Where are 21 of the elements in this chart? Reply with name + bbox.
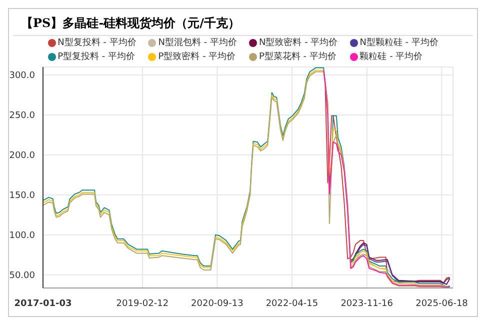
x-tick-label: 2017-01-03 xyxy=(14,299,72,309)
legend-label: P型致密料 - 平均价 xyxy=(158,50,236,63)
chart-title: 【PS】多晶硅-硅料现货均价（元/千克） xyxy=(13,9,473,36)
y-tick-label: 200.0 xyxy=(9,151,36,162)
legend-label: P型复投料 - 平均价 xyxy=(58,50,135,63)
y-tick-label: 250.0 xyxy=(9,111,36,122)
x-tick-label: 2022-04-15 xyxy=(266,299,318,309)
y-tick-label: 100.0 xyxy=(9,231,36,242)
legend-label: N型混包料 - 平均价 xyxy=(158,36,237,49)
legend-label: N型颗粒硅 - 平均价 xyxy=(360,36,438,49)
y-tick-label: 150.0 xyxy=(9,191,36,202)
legend-label: 颗粒硅 - 平均价 xyxy=(360,50,423,63)
legend-label: N型致密料 - 平均价 xyxy=(259,36,338,49)
legend-label: P型菜花料 - 平均价 xyxy=(259,50,336,63)
legend-label: N型复投料 - 平均价 xyxy=(58,36,136,49)
x-tick-label: 2019-02-12 xyxy=(116,299,169,309)
x-tick-label: 2020-09-13 xyxy=(191,299,244,309)
x-tick-label: 2023-11-16 xyxy=(340,299,394,309)
x-tick-label: 2025-06-18 xyxy=(416,299,468,309)
y-tick-label: 50.00 xyxy=(9,271,36,282)
y-tick-label: 300.0 xyxy=(9,71,36,82)
